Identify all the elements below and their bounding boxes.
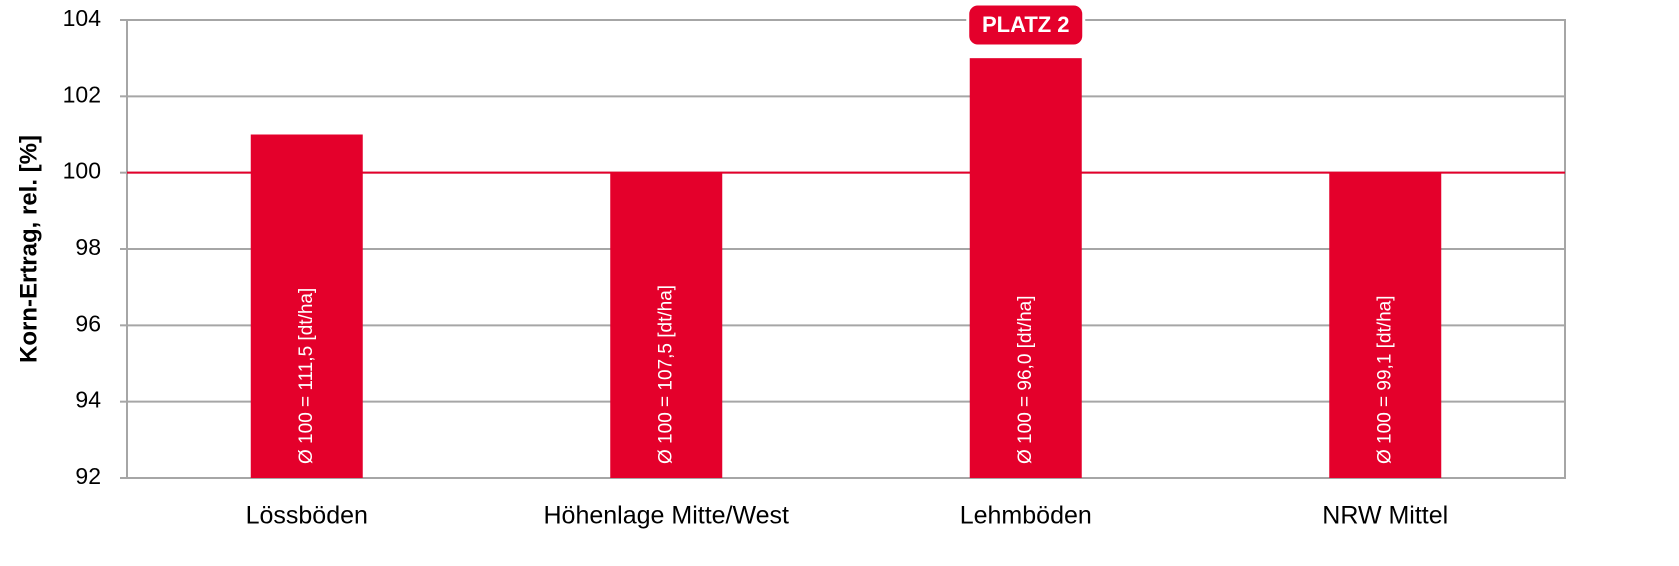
badge-text: PLATZ 2 (982, 12, 1070, 37)
plot-frame (126, 19, 1566, 479)
bar (969, 58, 1082, 479)
x-tick-label: Lehmböden (960, 502, 1092, 530)
y-tick-label: 98 (75, 234, 101, 260)
x-tick-label: Lössböden (246, 502, 368, 530)
bar-label: Ø 100 = 96,0 [dt/ha] (1015, 296, 1036, 465)
y-tick-label: 100 (63, 158, 101, 184)
bar (610, 172, 723, 478)
bar-label: Ø 100 = 99,1 [dt/ha] (1374, 296, 1395, 465)
y-tick-label: 92 (75, 463, 101, 489)
y-tick-label: 96 (75, 310, 101, 336)
y-tick-label: 94 (75, 387, 101, 413)
badge (966, 2, 1086, 48)
y-tick-label: 104 (63, 5, 102, 31)
bar (1329, 172, 1442, 478)
y-tick-label: 102 (63, 81, 101, 107)
x-tick-label: Höhenlage Mitte/West (544, 502, 790, 530)
y-axis-label: Korn-Ertrag, rel. [%] (15, 135, 42, 363)
bar-label: Ø 100 = 111,5 [dt/ha] (296, 288, 317, 464)
bar-label: Ø 100 = 107,5 [dt/ha] (655, 285, 676, 464)
bar (250, 134, 363, 478)
x-tick-label: NRW Mittel (1322, 502, 1448, 530)
